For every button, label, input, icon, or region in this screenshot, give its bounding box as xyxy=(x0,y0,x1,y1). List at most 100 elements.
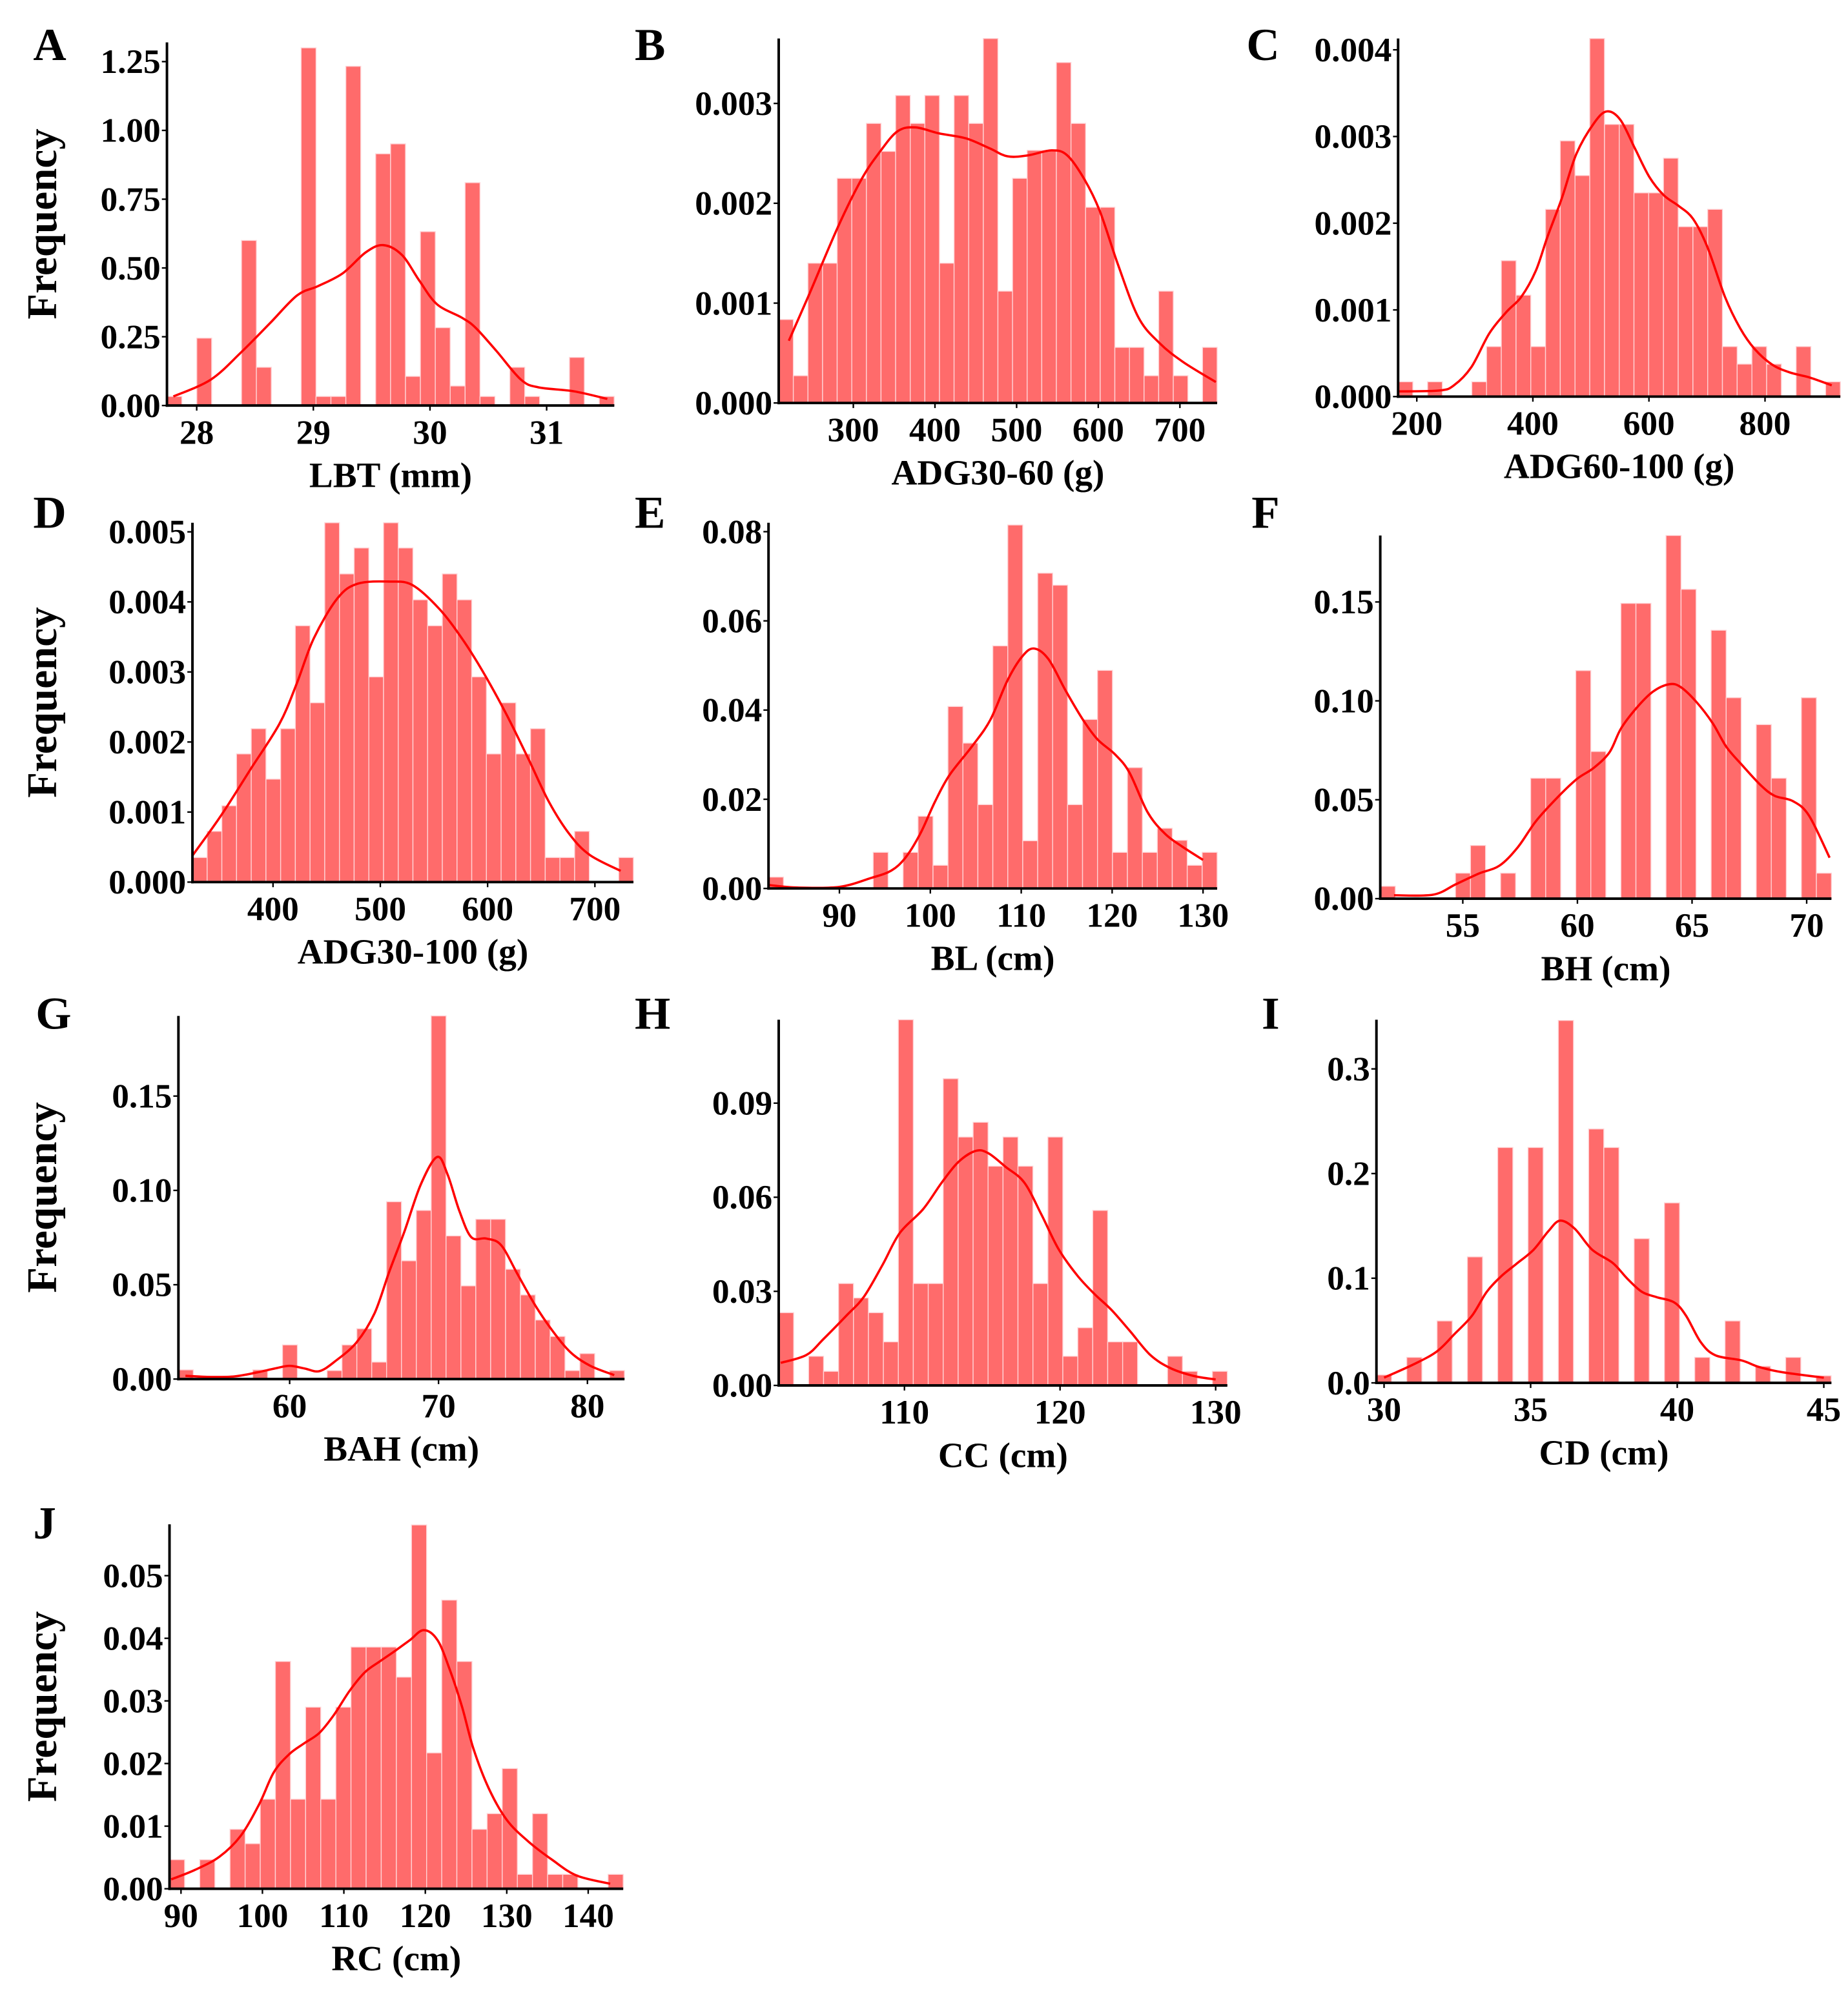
panel-A: 28 29 30 31 0.00 0.25 0.50 0.75 1.00 1.25 LBT (mm)… xyxy=(19,20,615,495)
x-tick-label: 120 xyxy=(1034,1393,1086,1431)
histogram-bar xyxy=(405,376,421,406)
histogram-bar xyxy=(1070,123,1086,403)
histogram-bar xyxy=(1589,37,1605,398)
x-tick-label: 400 xyxy=(909,411,961,449)
kde-curve xyxy=(185,1156,615,1378)
panel-letter: A xyxy=(33,20,66,70)
histogram-bar xyxy=(987,1165,1004,1386)
histogram-bar xyxy=(1144,375,1160,403)
histogram-bar xyxy=(918,815,934,889)
histogram-bar xyxy=(927,1283,944,1386)
histogram-bar xyxy=(1665,535,1682,899)
y-tick-label: 0.06 xyxy=(702,602,762,640)
histogram-bar xyxy=(983,37,999,403)
histogram-bar xyxy=(356,1328,373,1380)
kde-curve xyxy=(768,647,1204,890)
x-tick-label: 200 xyxy=(1391,405,1442,443)
panel-letter: F xyxy=(1251,488,1279,538)
histogram-bar xyxy=(265,779,282,883)
x-axis-label: ADG60-100 (g) xyxy=(1504,447,1735,486)
histogram-bar xyxy=(569,356,585,406)
histogram-bar xyxy=(1471,381,1487,398)
histogram-bar xyxy=(1501,260,1517,398)
y-tick-label: 1.00 xyxy=(100,112,160,150)
histogram-bar xyxy=(1500,872,1516,899)
histogram-bar xyxy=(1692,226,1709,398)
panel-letter: B xyxy=(635,20,665,70)
y-tick-label: 0.002 xyxy=(108,723,186,761)
histogram-bar xyxy=(1633,192,1650,398)
histogram-bar xyxy=(251,728,267,883)
histogram-bar xyxy=(517,1874,533,1890)
histogram-bar xyxy=(1107,1341,1124,1386)
x-axis-label: ADG30-100 (g) xyxy=(298,932,529,972)
histogram-bar xyxy=(898,1019,914,1386)
kde-curve xyxy=(1383,1219,1824,1379)
panel-C: 200 400 600 800 0.000 0.001 0.002 0.003 0.004 ADG… xyxy=(1246,20,1841,486)
x-tick-label: 400 xyxy=(1507,405,1559,443)
histogram-bar xyxy=(1816,872,1833,899)
kde-curve xyxy=(788,126,1217,383)
y-tick-label: 0.02 xyxy=(702,781,762,819)
histogram-bar xyxy=(280,728,296,883)
y-tick-label: 0.00 xyxy=(112,1360,172,1398)
panel-B: 300 400 500 600 700 0.000 0.001 0.002 0.003 ADG30… xyxy=(635,20,1218,493)
histogram-bar xyxy=(1202,852,1218,889)
histogram-bar xyxy=(320,1799,336,1890)
panel-G: 60 70 80 0.00 0.05 0.10 0.15 BAH (cm) Frequency G xyxy=(19,988,625,1468)
histogram-bar xyxy=(574,830,590,883)
x-tick-label: 70 xyxy=(1789,906,1823,944)
histogram-bar xyxy=(383,522,399,883)
histogram-bar xyxy=(464,182,481,406)
histogram-bar xyxy=(475,1218,491,1380)
y-tick-label: 0.06 xyxy=(712,1178,772,1216)
x-tick-label: 29 xyxy=(296,413,331,451)
y-tick-label: 0.000 xyxy=(108,863,186,901)
histogram-bar xyxy=(1527,1147,1544,1383)
x-tick-label: 40 xyxy=(1660,1391,1694,1429)
y-tick-label: 0.05 xyxy=(103,1557,163,1595)
x-tick-label: 600 xyxy=(462,890,513,928)
histogram-bar xyxy=(178,1369,194,1380)
y-tick-label: 0.09 xyxy=(712,1084,772,1122)
histogram-bar xyxy=(932,864,949,889)
x-tick-label: 800 xyxy=(1740,405,1791,443)
histogram-bar xyxy=(196,338,212,406)
histogram-bar xyxy=(1056,62,1072,403)
histogram-bar xyxy=(365,1646,382,1890)
histogram-bar xyxy=(880,150,896,403)
y-tick-label: 0.02 xyxy=(103,1744,163,1782)
histogram-bar xyxy=(953,95,969,403)
y-tick-label: 0.01 xyxy=(103,1807,163,1845)
histogram-bar xyxy=(435,327,451,406)
histogram-bar xyxy=(808,1356,825,1386)
y-tick-label: 1.25 xyxy=(100,43,160,81)
histogram-bar xyxy=(260,1799,276,1890)
histogram-bar xyxy=(290,1799,307,1890)
y-axis-label: Frequency xyxy=(19,607,66,797)
x-tick-label: 110 xyxy=(879,1393,929,1431)
panel-letter: J xyxy=(33,1498,56,1549)
histogram-bar xyxy=(471,676,488,883)
panel-J: 90 100 110 120 130 140 0.00 0.01 0.02 0.03 0.04 0.0… xyxy=(19,1498,624,1978)
histogram-bar xyxy=(449,385,466,406)
y-tick-label: 0.3 xyxy=(1327,1050,1370,1088)
x-tick-label: 500 xyxy=(991,411,1042,449)
histogram-bar xyxy=(924,95,940,403)
panel-letter: H xyxy=(635,988,670,1039)
histogram-bar xyxy=(486,753,502,883)
histogram-bar xyxy=(823,1371,839,1386)
histogram-bar xyxy=(1574,175,1590,398)
histogram-bar xyxy=(1663,158,1679,398)
histogram-bar xyxy=(972,1121,989,1386)
histogram-bar xyxy=(1097,669,1113,889)
y-tick-label: 0.1 xyxy=(1327,1260,1370,1298)
kde-curve xyxy=(1393,682,1831,897)
histogram-bar xyxy=(1515,294,1532,398)
y-tick-label: 0.03 xyxy=(103,1682,163,1720)
histogram-bar xyxy=(1397,381,1413,398)
histogram-bar xyxy=(412,599,428,883)
histogram-bar xyxy=(562,1874,579,1890)
histogram-bar xyxy=(1047,1136,1063,1386)
